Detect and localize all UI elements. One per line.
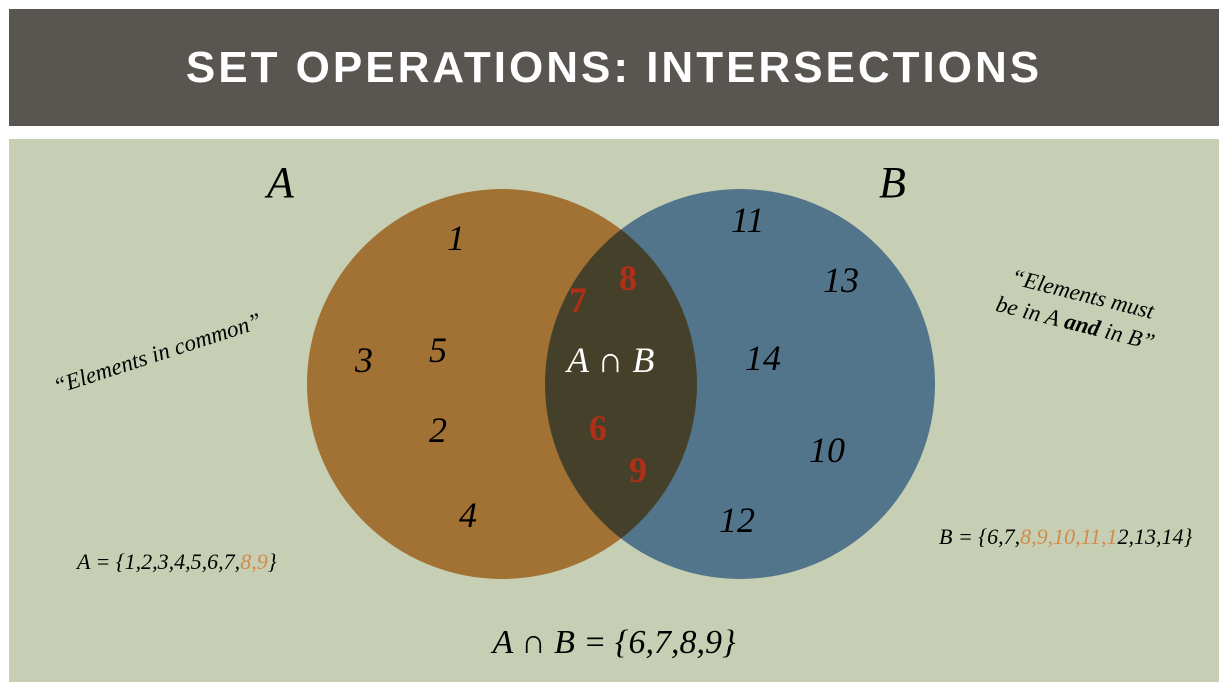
- set-b-hl: 8,9,10,11,1: [1020, 524, 1117, 549]
- set-b-definition: B = {6,7,8,9,10,11,12,13,14}: [939, 524, 1192, 550]
- intersection-result: A ∩ B = {6,7,8,9}: [9, 624, 1219, 662]
- note-right-bein: be in: [994, 291, 1049, 328]
- num-i-7: 7: [569, 279, 587, 321]
- num-a-5: 5: [429, 329, 447, 371]
- num-a-4: 4: [459, 494, 477, 536]
- header-bar: SET OPERATIONS: INTERSECTIONS: [9, 9, 1219, 126]
- note-elements-in-common: “Elements in common”: [50, 306, 266, 402]
- page-title: SET OPERATIONS: INTERSECTIONS: [186, 43, 1042, 93]
- set-a-prefix: A = {1,2,3,4,5,6,7,: [77, 549, 240, 574]
- num-b-10: 10: [809, 429, 845, 471]
- num-b-13: 13: [823, 259, 859, 301]
- venn-canvas: A B 1 5 3 2 4 11 13 14 10 12 8 7 6 9 A ∩…: [9, 139, 1219, 682]
- num-i-8: 8: [619, 257, 637, 299]
- set-a-hl: 8,9: [240, 549, 268, 574]
- intersection-label: A ∩ B: [567, 339, 654, 381]
- num-a-1: 1: [447, 217, 465, 259]
- set-a-label: A: [267, 157, 294, 208]
- num-a-2: 2: [429, 409, 447, 451]
- num-a-3: 3: [355, 339, 373, 381]
- num-i-6: 6: [589, 407, 607, 449]
- num-i-9: 9: [629, 449, 647, 491]
- note-elements-must: “Elements must be in A and in B”: [965, 253, 1193, 364]
- num-b-11: 11: [731, 199, 764, 241]
- set-a-definition: A = {1,2,3,4,5,6,7,8,9}: [77, 549, 277, 575]
- note-right-and: and: [1056, 307, 1108, 343]
- set-b-label: B: [879, 157, 906, 208]
- set-b-prefix: B = {6,7,: [939, 524, 1020, 549]
- num-b-14: 14: [745, 337, 781, 379]
- set-a-suffix: }: [268, 549, 277, 574]
- num-b-12: 12: [719, 499, 755, 541]
- set-b-suffix: 2,13,14}: [1117, 524, 1192, 549]
